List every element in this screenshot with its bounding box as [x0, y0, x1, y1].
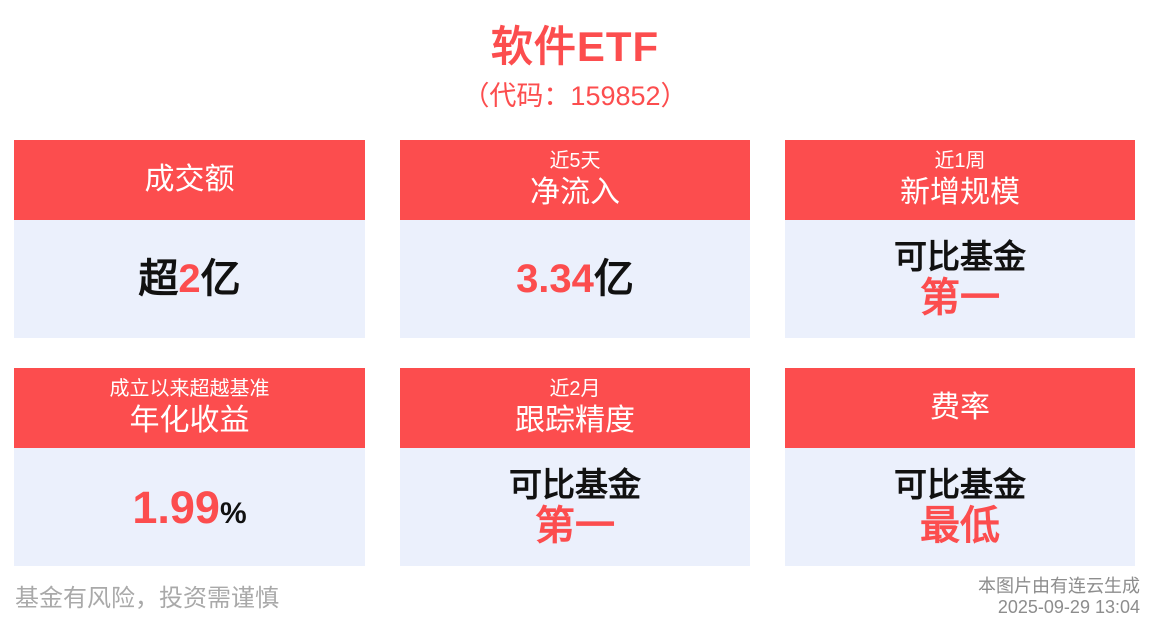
card-header-fee-rate: 费率: [785, 368, 1135, 448]
card-header-annualized-return: 成立以来超越基准 年化收益: [14, 368, 365, 448]
value-highlight: 1.99: [132, 481, 220, 533]
card-body-fee-rate: 可比基金 最低: [785, 448, 1135, 566]
value-line1: 可比基金: [509, 466, 641, 503]
metric-card-fee-rate: 费率 可比基金 最低: [785, 368, 1135, 566]
title-block: 软件ETF （代码：159852）: [0, 26, 1150, 110]
card-header-turnover: 成交额: [14, 140, 365, 220]
card-header-subtitle: 成立以来超越基准: [109, 378, 270, 401]
card-header-title: 净流入: [530, 176, 620, 210]
card-header-subtitle: 近1周: [934, 150, 986, 173]
page-title: 软件ETF: [490, 23, 660, 70]
card-value-net-inflow: 3.34亿: [516, 259, 634, 299]
card-header-new-scale: 近1周 新增规模: [785, 140, 1135, 220]
card-header-net-inflow: 近5天 净流入: [400, 140, 750, 220]
card-header-subtitle: 近5天: [549, 150, 601, 173]
card-header-tracking-precision: 近2月 跟踪精度: [400, 368, 750, 448]
value-line2: 最低: [920, 504, 1000, 548]
value-suffix: 亿: [593, 257, 634, 301]
risk-disclaimer: 基金有风险，投资需谨慎: [15, 585, 279, 612]
card-body-new-scale: 可比基金 第一: [785, 220, 1135, 338]
value-line2: 第一: [920, 276, 1000, 320]
card-header-title: 新增规模: [900, 176, 1020, 210]
source-credit: 本图片由有连云生成 2025-09-29 13:04: [978, 576, 1140, 617]
card-body-annualized-return: 1.99%: [14, 448, 365, 566]
metric-card-annualized-return: 成立以来超越基准 年化收益 1.99%: [14, 368, 365, 566]
metric-card-new-scale: 近1周 新增规模 可比基金 第一: [785, 140, 1135, 338]
metric-card-turnover: 成交额 超2亿: [14, 140, 365, 338]
card-value-turnover: 超2亿: [138, 259, 240, 299]
value-line2: 第一: [535, 504, 615, 548]
value-line1: 可比基金: [894, 466, 1026, 503]
value-suffix: 亿: [200, 257, 241, 301]
metric-card-net-inflow: 近5天 净流入 3.34亿: [400, 140, 750, 338]
metric-card-tracking-precision: 近2月 跟踪精度 可比基金 第一: [400, 368, 750, 566]
card-body-net-inflow: 3.34亿: [400, 220, 750, 338]
card-header-title: 年化收益: [129, 404, 250, 438]
card-body-tracking-precision: 可比基金 第一: [400, 448, 750, 566]
value-prefix: 超: [138, 257, 179, 301]
card-header-title: 跟踪精度: [515, 404, 635, 438]
card-header-title: 成交额: [144, 163, 235, 197]
value-highlight: 2: [178, 257, 201, 301]
card-value-tracking-precision: 可比基金 第一: [509, 468, 641, 546]
value-suffix: %: [219, 496, 247, 530]
card-body-turnover: 超2亿: [14, 220, 365, 338]
card-header-subtitle: 近2月: [549, 378, 601, 401]
card-header-title: 费率: [930, 391, 990, 425]
value-highlight: 3.34: [516, 257, 594, 301]
card-value-new-scale: 可比基金 第一: [894, 240, 1026, 318]
fund-code-subtitle: （代码：159852）: [462, 81, 688, 111]
card-value-annualized-return: 1.99%: [132, 485, 246, 530]
generated-timestamp: 2025-09-29 13:04: [997, 596, 1140, 617]
metric-cards-grid: 成交额 超2亿 近5天 净流入 3.34亿 近1周 新增规模 可比基金 第一 成…: [14, 140, 1135, 566]
card-value-fee-rate: 可比基金 最低: [894, 468, 1026, 546]
source-line: 本图片由有连云生成: [978, 576, 1140, 596]
value-line1: 可比基金: [894, 238, 1026, 275]
